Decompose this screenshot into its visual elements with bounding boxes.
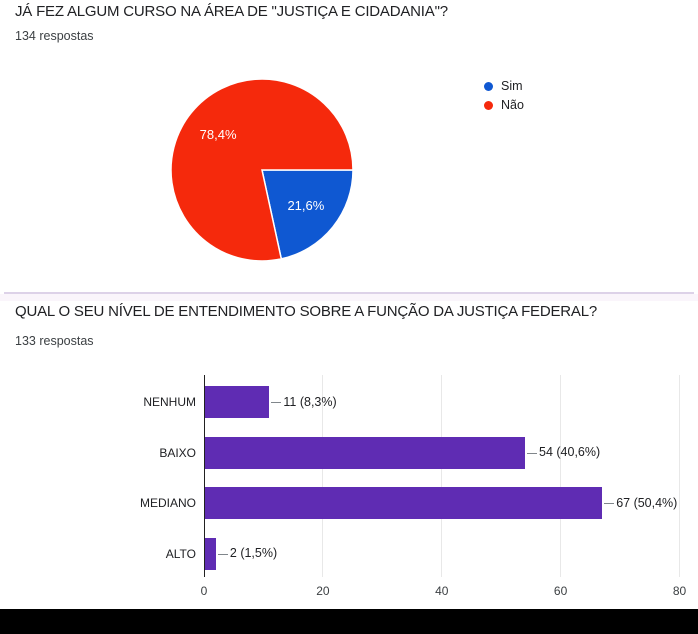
pie-slice-percentage-label: 78,4%: [200, 127, 237, 142]
legend-label: Não: [501, 98, 524, 112]
x-tick-label-40: 40: [435, 584, 449, 598]
pie-slice-sim[interactable]: [261, 169, 354, 260]
legend-item-não: Não: [484, 97, 524, 113]
card-divider-shadow: [0, 294, 698, 301]
category-label-baixo: BAIXO: [159, 445, 196, 460]
value-callout-line: [271, 402, 282, 403]
value-callout-line: [604, 503, 615, 504]
pie-chart: 21,6% 78,4%: [170, 78, 354, 262]
value-callout-line: [217, 553, 228, 555]
pie-legend: Sim Não: [484, 78, 524, 113]
value-label-alto: 2 (1,5%): [229, 546, 278, 560]
category-label-alto: ALTO: [165, 546, 196, 561]
bar-nenhum[interactable]: [205, 386, 270, 418]
value-label-baixo: 54 (40,6%): [539, 445, 601, 459]
value-label-mediano: 67 (50,4%): [616, 495, 678, 510]
legend-label: Sim: [501, 79, 523, 93]
x-tick-label-60: 60: [553, 584, 568, 598]
question-title-pie: JÁ FEZ ALGUM CURSO NA ÁREA DE "JUSTIÇA E…: [15, 3, 448, 20]
gridline-x-80: [679, 375, 680, 577]
bottom-black-bar: [0, 609, 698, 634]
legend-item-sim: Sim: [484, 78, 524, 94]
response-count-pie: 134 respostas: [15, 29, 94, 43]
bar-baixo[interactable]: [205, 436, 525, 469]
x-tick-label-0: 0: [200, 584, 208, 598]
value-callout-line: [527, 452, 537, 454]
x-tick-label-20: 20: [316, 584, 330, 598]
category-label-nenhum: NENHUM: [143, 395, 196, 409]
legend-color-dot: [484, 81, 493, 91]
gridline-x-20: [322, 375, 324, 577]
response-count-bar: 133 respostas: [15, 334, 94, 348]
y-axis-line: [204, 375, 205, 577]
gridline-x-60: [560, 375, 562, 577]
x-tick-label-80: 80: [672, 584, 687, 598]
bar-mediano[interactable]: [205, 487, 603, 519]
card-divider: [4, 292, 694, 294]
bar-alto[interactable]: [205, 537, 216, 570]
legend-color-dot: [484, 100, 493, 110]
question-title-bar: QUAL O SEU NÍVEL DE ENTENDIMENTO SOBRE A…: [15, 303, 598, 320]
category-label-mediano: MEDIANO: [139, 496, 196, 510]
value-label-nenhum: 11 (8,3%): [283, 394, 337, 409]
gridline-x-40: [441, 375, 443, 577]
pie-slice-não[interactable]: [170, 78, 354, 262]
pie-slice-percentage-label: 21,6%: [287, 198, 324, 213]
